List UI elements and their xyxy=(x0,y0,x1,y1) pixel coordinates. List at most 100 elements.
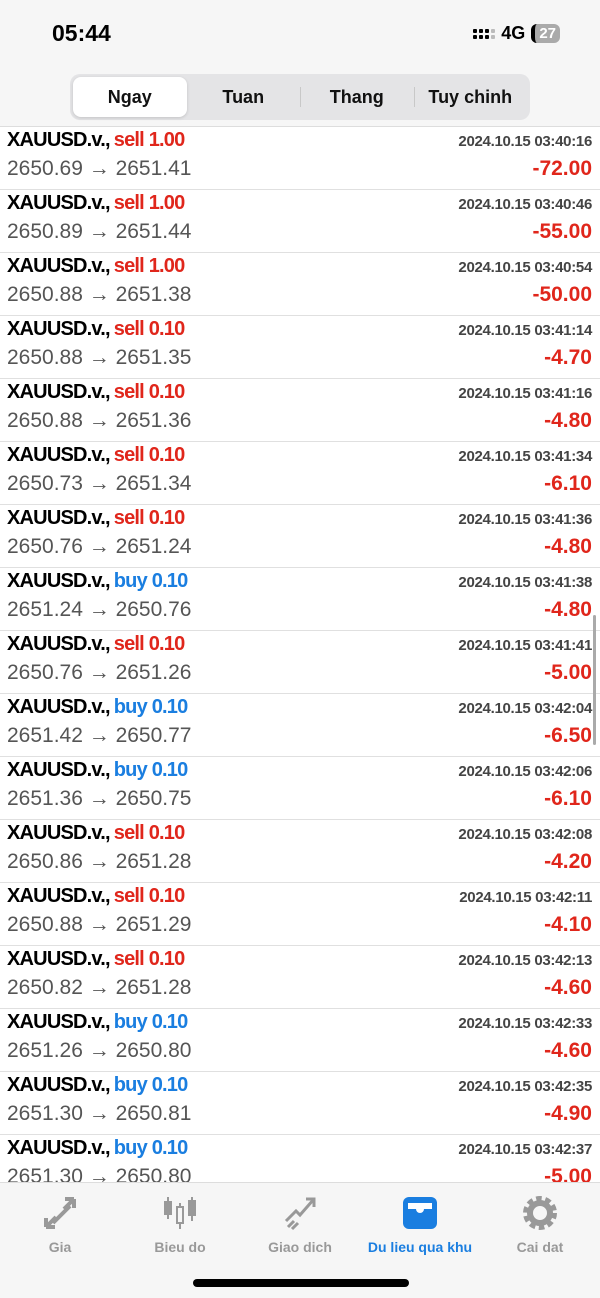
trade-profit: -4.70 xyxy=(544,346,592,369)
trade-symbol: XAUUSD.v., buy 0.10 xyxy=(7,1011,188,1034)
tab-tuan[interactable]: Tuan xyxy=(222,87,265,107)
trade-profit: -4.80 xyxy=(544,535,592,558)
scrollbar[interactable] xyxy=(593,615,596,745)
trade-row[interactable]: XAUUSD.v., sell 0.10 2024.10.15 03:41:16 … xyxy=(0,379,600,442)
volume: 0.10 xyxy=(151,1137,189,1159)
volume: 0.10 xyxy=(148,948,186,970)
trade-row[interactable]: XAUUSD.v., buy 0.10 2024.10.15 03:42:04 2… xyxy=(0,694,600,757)
trade-row[interactable]: XAUUSD.v., buy 0.10 2024.10.15 03:42:35 2… xyxy=(0,1072,600,1135)
trade-symbol: XAUUSD.v., sell 1.00 xyxy=(7,129,185,152)
trade-time: 2024.10.15 03:42:13 xyxy=(458,952,592,969)
status-indicators: 4G 27 xyxy=(473,23,560,44)
trade-prices: 2650.82 → 2651.28 xyxy=(7,976,192,999)
trade-symbol: XAUUSD.v., sell 0.10 xyxy=(7,318,186,341)
volume: 1.00 xyxy=(148,255,186,277)
trade-row[interactable]: XAUUSD.v., buy 0.10 2024.10.15 03:42:37 2… xyxy=(0,1135,600,1182)
trade-row[interactable]: XAUUSD.v., buy 0.10 2024.10.15 03:42:06 2… xyxy=(0,757,600,820)
signal-icon xyxy=(473,28,496,39)
trade-prices: 2650.73 → 2651.34 xyxy=(7,472,192,495)
history-inbox-icon xyxy=(403,1197,437,1229)
trade-row[interactable]: XAUUSD.v., buy 0.10 2024.10.15 03:42:33 2… xyxy=(0,1009,600,1072)
period-segmented-control: Ngay Tuan Thang Tuy chinh xyxy=(70,74,530,120)
trade-profit: -72.00 xyxy=(532,157,592,180)
symbol: XAUUSD.v., xyxy=(7,948,111,970)
volume: 0.10 xyxy=(151,1074,189,1096)
trade-symbol: XAUUSD.v., sell 0.10 xyxy=(7,822,185,845)
trade-prices: 2650.88 → 2651.35 xyxy=(7,346,192,369)
trade-profit: -5.00 xyxy=(544,661,592,684)
nav-du-lieu-qua-khu[interactable]: Du lieu qua khu xyxy=(360,1183,480,1298)
trade-row[interactable]: XAUUSD.v., buy 0.10 2024.10.15 03:41:38 2… xyxy=(0,568,600,631)
tab-ngay[interactable]: Ngay xyxy=(73,77,187,117)
side-label: sell xyxy=(113,822,145,844)
trade-symbol: XAUUSD.v., sell 1.00 xyxy=(7,255,185,278)
trade-history-list[interactable]: XAUUSD.v., sell 1.00 2024.10.15 03:40:16 … xyxy=(0,127,600,1182)
tab-thang[interactable]: Thang xyxy=(300,77,414,117)
trade-side: sell 1.00 xyxy=(114,255,185,277)
trade-time: 2024.10.15 03:41:38 xyxy=(458,574,592,591)
symbol: XAUUSD.v., xyxy=(7,507,111,529)
trade-time: 2024.10.15 03:42:04 xyxy=(458,700,592,717)
trade-side: sell 1.00 xyxy=(114,129,185,151)
trade-prices: 2651.30 → 2650.81 xyxy=(7,1102,192,1125)
nav-bieu-do[interactable]: Bieu do xyxy=(120,1183,240,1298)
side-label: sell xyxy=(113,192,145,214)
trade-side: sell 0.10 xyxy=(114,444,185,466)
volume: 0.10 xyxy=(148,318,186,340)
symbol: XAUUSD.v., xyxy=(7,570,111,592)
trade-profit: -4.10 xyxy=(544,913,592,936)
symbol: XAUUSD.v., xyxy=(7,1074,111,1096)
trade-row[interactable]: XAUUSD.v., sell 1.00 2024.10.15 03:40:54 … xyxy=(0,253,600,316)
symbol: XAUUSD.v., xyxy=(7,381,111,403)
side-label: sell xyxy=(113,381,145,403)
trade-side: sell 0.10 xyxy=(114,633,185,655)
trade-side: sell 0.10 xyxy=(114,822,185,844)
symbol: XAUUSD.v., xyxy=(7,444,111,466)
nav-giao-dich[interactable]: Giao dich xyxy=(240,1183,360,1298)
trade-profit: -6.10 xyxy=(544,472,592,495)
nav-cai-dat[interactable]: Cai dat xyxy=(480,1183,600,1298)
trade-time: 2024.10.15 03:42:06 xyxy=(458,763,592,780)
trade-row[interactable]: XAUUSD.v., sell 1.00 2024.10.15 03:40:46 … xyxy=(0,190,600,253)
tab-tuy-chinh[interactable]: Tuy chinh xyxy=(413,77,528,117)
trade-symbol: XAUUSD.v., buy 0.10 xyxy=(7,1074,189,1097)
nav-label: Cai dat xyxy=(516,1239,564,1255)
trade-row[interactable]: XAUUSD.v., sell 0.10 2024.10.15 03:41:14 … xyxy=(0,316,600,379)
trade-profit: -5.00 xyxy=(544,1165,592,1182)
trade-time: 2024.10.15 03:42:08 xyxy=(458,826,592,843)
volume: 0.10 xyxy=(151,570,189,592)
trade-row[interactable]: XAUUSD.v., sell 0.10 2024.10.15 03:42:13 … xyxy=(0,946,600,1009)
side-label: sell xyxy=(113,129,145,151)
trade-prices: 2651.36 → 2650.75 xyxy=(7,787,192,810)
trade-prices: 2650.88 → 2651.38 xyxy=(7,283,192,306)
bottom-tab-bar: Gia Bieu do Giao dich Du lieu qua khu Ca… xyxy=(0,1182,600,1298)
volume: 0.10 xyxy=(148,381,186,403)
side-label: sell xyxy=(113,507,145,529)
trade-profit: -4.90 xyxy=(544,1102,592,1125)
volume: 0.10 xyxy=(148,885,186,907)
symbol: XAUUSD.v., xyxy=(7,129,111,151)
trade-row[interactable]: XAUUSD.v., sell 0.10 2024.10.15 03:41:34 … xyxy=(0,442,600,505)
side-label: sell xyxy=(113,444,145,466)
trade-row[interactable]: XAUUSD.v., sell 1.00 2024.10.15 03:40:16 … xyxy=(0,127,600,190)
trade-row[interactable]: XAUUSD.v., sell 0.10 2024.10.15 03:41:41 … xyxy=(0,631,600,694)
nav-gia[interactable]: Gia xyxy=(0,1183,120,1298)
side-label: sell xyxy=(113,318,145,340)
quotes-arrows-icon xyxy=(44,1197,76,1229)
trade-prices: 2651.42 → 2650.77 xyxy=(7,724,192,747)
trade-prices: 2650.88 → 2651.36 xyxy=(7,409,192,432)
trade-side: buy 0.10 xyxy=(114,759,188,781)
trade-row[interactable]: XAUUSD.v., sell 0.10 2024.10.15 03:42:11 … xyxy=(0,883,600,946)
trade-symbol: XAUUSD.v., sell 0.10 xyxy=(7,885,186,908)
volume: 0.10 xyxy=(148,444,186,466)
volume: 1.00 xyxy=(148,192,186,214)
side-label: buy xyxy=(113,570,148,592)
volume: 0.10 xyxy=(151,696,189,718)
trade-row[interactable]: XAUUSD.v., sell 0.10 2024.10.15 03:41:36 … xyxy=(0,505,600,568)
side-label: buy xyxy=(113,1074,148,1096)
trade-time: 2024.10.15 03:42:11 xyxy=(459,889,592,906)
trade-side: buy 0.10 xyxy=(114,1011,188,1033)
gear-icon xyxy=(523,1196,557,1230)
trade-row[interactable]: XAUUSD.v., sell 0.10 2024.10.15 03:42:08 … xyxy=(0,820,600,883)
home-indicator[interactable] xyxy=(193,1279,409,1287)
